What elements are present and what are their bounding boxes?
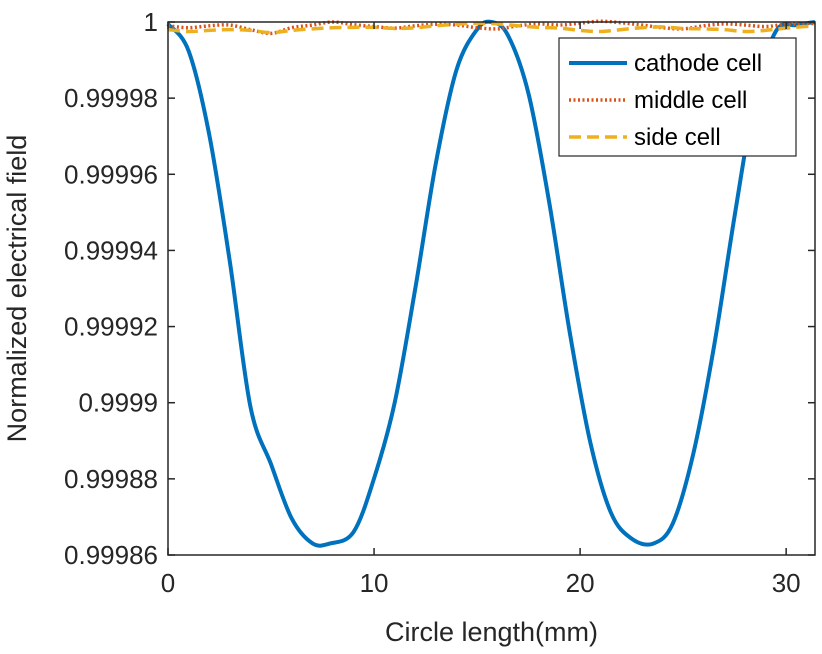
legend-label-side-cell: side cell: [634, 124, 721, 151]
x-tick-label: 20: [566, 568, 595, 598]
x-tick-label: 0: [161, 568, 175, 598]
x-tick-label: 30: [772, 568, 801, 598]
legend-label-cathode-cell: cathode cell: [634, 50, 762, 77]
y-tick-label: 0.99996: [64, 159, 158, 189]
y-tick-label: 0.99988: [64, 464, 158, 494]
y-tick-label: 1: [144, 7, 158, 37]
x-axis-label: Circle length(mm): [385, 617, 598, 647]
axes-layer: [167, 21, 816, 556]
y-tick-label: 0.99994: [64, 235, 158, 265]
legend-label-middle-cell: middle cell: [634, 87, 747, 114]
y-tick-label: 0.9999: [78, 388, 158, 418]
y-tick-label: 0.99992: [64, 312, 158, 342]
y-axis-label: Normalized electrical field: [2, 135, 32, 443]
x-tick-label: 10: [360, 568, 389, 598]
axes-box: [167, 21, 816, 556]
y-tick-label: 0.99986: [64, 540, 158, 570]
tick-layer: 0 10 20 30 0.99986 0.99988 0.9999 0.99992 0.9999…: [64, 7, 815, 598]
legend: cathode cell middle cell side cell: [558, 37, 797, 157]
y-tick-label: 0.99998: [64, 83, 158, 113]
